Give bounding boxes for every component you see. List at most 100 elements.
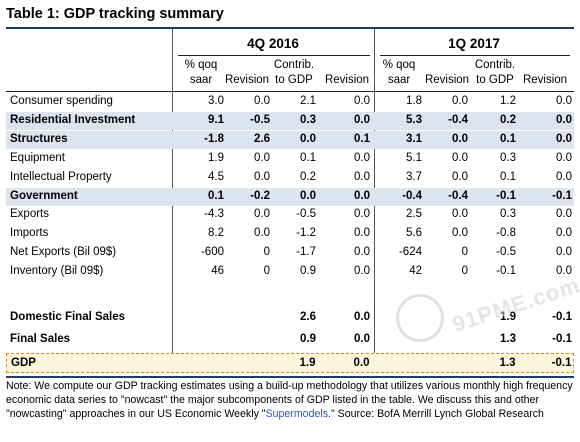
table-cell: 0.0 bbox=[452, 95, 468, 107]
table-cell: -0.5 bbox=[296, 208, 316, 221]
column-header-line2: Revision bbox=[324, 74, 370, 86]
table-cell: 0.9 bbox=[300, 265, 316, 278]
table-title: Table 1: GDP tracking summary bbox=[6, 6, 224, 22]
column-header-line2: Revision bbox=[522, 74, 568, 86]
table-cell: 0.2 bbox=[500, 113, 516, 126]
table-cell: 0.3 bbox=[500, 151, 516, 164]
table-cell: 0.0 bbox=[556, 151, 572, 164]
table-row: Residential Investment 9.1 -0.5 0.3 0.0 5.3 -0… bbox=[6, 111, 574, 130]
column-header: Revision bbox=[513, 58, 577, 88]
footnote-text: Note: We compute our GDP tracking estima… bbox=[6, 380, 573, 420]
table-cell: 0.0 bbox=[354, 151, 370, 164]
column-header-line2: Revision bbox=[424, 74, 470, 86]
row-label: Domestic Final Sales bbox=[10, 311, 126, 323]
column-header-line1: Contrib. bbox=[273, 59, 315, 71]
row-label: Government bbox=[10, 189, 78, 202]
table-cell: 1.3 bbox=[500, 333, 516, 345]
table-cell: 0.0 bbox=[556, 227, 572, 240]
table-cell: 1.9 bbox=[208, 151, 224, 164]
table-cell: 0 bbox=[263, 246, 270, 259]
table-cell: 1.8 bbox=[406, 95, 422, 107]
table-cell: 0.0 bbox=[254, 208, 270, 221]
table-row: Inventory (Bil 09$) 46 0 0.9 0.0 42 0 -0.1 0.0 bbox=[6, 263, 574, 281]
table-cell: 0.1 bbox=[500, 132, 516, 145]
summary-row: Domestic Final Sales 2.6 0.0 1.9 -0.1 bbox=[6, 309, 574, 327]
table-cell: 0.3 bbox=[300, 113, 316, 126]
table-cell: 0.0 bbox=[556, 95, 572, 107]
table-cell: 0.0 bbox=[556, 132, 572, 145]
table-cell: -0.4 bbox=[448, 189, 468, 202]
table-cell: 1.9 bbox=[500, 311, 516, 323]
table-row: Exports -4.3 0.0 -0.5 0.0 2.5 0.0 0.3 0.0 bbox=[6, 206, 574, 224]
title-rule bbox=[6, 27, 574, 29]
table-cell: 0.0 bbox=[354, 227, 370, 240]
table-cell: -0.4 bbox=[448, 113, 468, 126]
gdp-contrib-1q: 1.3 bbox=[499, 357, 516, 369]
watermark-text: 91PME.com bbox=[449, 272, 580, 337]
column-header: Revision bbox=[215, 58, 279, 88]
row-label: Equipment bbox=[10, 151, 65, 164]
gdp-contrib-4q: 1.9 bbox=[299, 357, 316, 369]
table-cell: 2.1 bbox=[300, 95, 316, 107]
table-row: Intellectual Property 4.5 0.0 0.2 0.0 3.7 0.0 0… bbox=[6, 169, 574, 187]
watermark: 91PME.com bbox=[396, 272, 580, 350]
table-cell: 0 bbox=[263, 265, 270, 278]
table-cell: -0.1 bbox=[496, 265, 516, 278]
table-cell: 5.6 bbox=[406, 227, 422, 240]
table-cell: 0.1 bbox=[354, 132, 370, 145]
table-cell: 0.0 bbox=[354, 113, 370, 126]
row-label: Imports bbox=[10, 227, 49, 240]
column-header: % qoq saar bbox=[367, 58, 431, 88]
table-cell: 0.0 bbox=[354, 265, 370, 278]
column-header-line2: saar bbox=[387, 74, 411, 86]
summary-row: Final Sales 0.9 0.0 1.3 -0.1 bbox=[6, 331, 574, 349]
table-row: Equipment 1.9 0.0 0.1 0.0 5.1 0.0 0.3 0.0 bbox=[6, 150, 574, 168]
supermodels-link[interactable]: Supermodels bbox=[265, 408, 328, 420]
table-cell: 46 bbox=[211, 265, 224, 278]
table-cell: 0.0 bbox=[354, 208, 370, 221]
row-label: GDP bbox=[11, 357, 36, 369]
column-header-line2: to GDP bbox=[476, 74, 514, 86]
table-row: Government 0.1 -0.2 0.0 0.0 -0.4 -0.4 -0.1 -0.1 bbox=[6, 187, 574, 206]
table-cell: -1.7 bbox=[296, 246, 316, 259]
table-cell: -0.1 bbox=[552, 311, 572, 323]
table-cell: 0 bbox=[461, 265, 468, 278]
table-cell: 5.1 bbox=[406, 151, 422, 164]
table-row: Structures -1.8 2.6 0.0 0.1 3.1 0.0 0.1 0.0 bbox=[6, 130, 574, 149]
table-cell: 0.0 bbox=[452, 208, 468, 221]
table-cell: 3.0 bbox=[208, 95, 224, 107]
table-cell: 0.0 bbox=[452, 132, 468, 145]
gdp-revision-4q: 0.0 bbox=[353, 357, 370, 369]
row-label: Residential Investment bbox=[10, 113, 136, 126]
table-cell: 0.0 bbox=[452, 227, 468, 240]
gdp-revision-1q: -0.1 bbox=[551, 357, 572, 369]
table-cell: 8.2 bbox=[208, 227, 224, 240]
table-cell: 0.0 bbox=[452, 170, 468, 183]
column-header-line1: % qoq bbox=[184, 59, 218, 71]
table-cell: 0.0 bbox=[556, 208, 572, 221]
table-cell: 0.0 bbox=[254, 151, 270, 164]
table-cell: -1.8 bbox=[204, 132, 224, 145]
table-cell: -4.3 bbox=[204, 208, 224, 221]
table-cell: 0.1 bbox=[500, 170, 516, 183]
table-cell: 5.3 bbox=[406, 113, 422, 126]
table-cell: 0.0 bbox=[254, 95, 270, 107]
period-header-4q2016: 4Q 2016 bbox=[247, 36, 299, 51]
table-cell: 0.3 bbox=[500, 208, 516, 221]
table-cell: 0.0 bbox=[300, 132, 316, 145]
row-label: Exports bbox=[10, 208, 49, 221]
column-header-line1: % qoq bbox=[382, 59, 416, 71]
table-cell: 3.1 bbox=[406, 132, 422, 145]
table-cell: 4.5 bbox=[208, 170, 224, 183]
table-cell: -1.2 bbox=[296, 227, 316, 240]
table-cell: 0.0 bbox=[556, 170, 572, 183]
table-cell: -0.2 bbox=[250, 189, 270, 202]
table-cell: 0.0 bbox=[254, 227, 270, 240]
column-header-line2: Revision bbox=[224, 74, 270, 86]
table-cell: 42 bbox=[409, 265, 422, 278]
table-cell: 0.0 bbox=[556, 246, 572, 259]
column-header: Contrib. to GDP bbox=[262, 58, 326, 88]
column-header-line2: saar bbox=[189, 74, 213, 86]
column-header: Revision bbox=[315, 58, 379, 88]
table-cell: 9.1 bbox=[208, 113, 224, 126]
